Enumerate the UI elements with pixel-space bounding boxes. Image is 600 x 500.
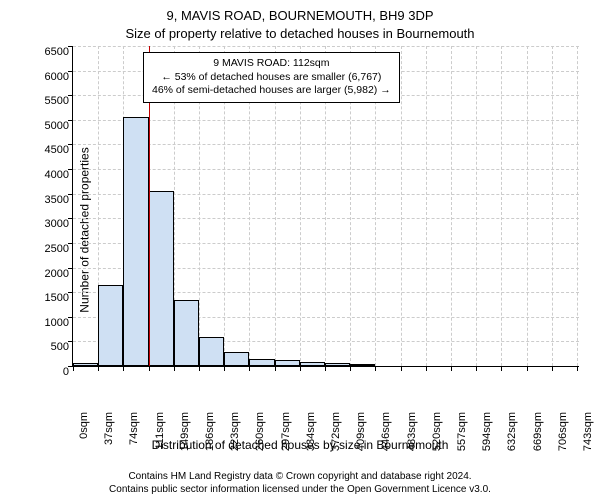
grid-line-v [426,46,427,366]
x-tick-mark [476,366,477,371]
chart-title-2: Size of property relative to detached ho… [0,26,600,41]
x-tick-mark [501,366,502,371]
x-tick-mark [199,366,200,371]
x-tick-label: 446sqm [380,412,392,462]
histogram-bar [73,363,98,366]
y-tick-label: 2500 [31,243,69,255]
y-tick-label: 2000 [31,268,69,280]
x-tick-label: 632sqm [506,412,518,462]
histogram-bar [224,352,249,366]
grid-line-v [577,46,578,366]
x-tick-label: 669sqm [532,412,544,462]
y-tick-label: 4500 [31,144,69,156]
footnote-line-2: Contains public sector information licen… [0,483,600,496]
grid-line-v [501,46,502,366]
y-tick-label: 500 [31,341,69,353]
x-tick-label: 706sqm [557,412,569,462]
annotation-line: ← 53% of detached houses are smaller (6,… [152,71,391,85]
x-tick-mark [73,366,74,371]
x-tick-mark [401,366,402,371]
x-tick-label: 186sqm [204,412,216,462]
chart-plot-area: 0500100015002000250030003500400045005000… [72,46,579,367]
x-tick-label: 594sqm [481,412,493,462]
chart-title-1: 9, MAVIS ROAD, BOURNEMOUTH, BH9 3DP [0,8,600,23]
y-tick-label: 5500 [31,95,69,107]
y-tick-label: 0 [31,366,69,378]
y-tick-label: 6500 [31,46,69,58]
annotation-line: 9 MAVIS ROAD: 112sqm [152,57,391,71]
x-tick-mark [249,366,250,371]
grid-line-v [552,46,553,366]
histogram-bar [199,337,224,366]
x-tick-label: 37sqm [103,412,115,462]
histogram-bar [123,117,148,366]
x-tick-mark [577,366,578,371]
histogram-bar [149,191,174,366]
x-tick-label: 297sqm [280,412,292,462]
x-tick-label: 111sqm [154,412,166,462]
x-tick-mark [275,366,276,371]
footnote-line-1: Contains HM Land Registry data © Crown c… [0,470,600,483]
x-tick-mark [375,366,376,371]
grid-line-v [527,46,528,366]
y-tick-label: 4000 [31,169,69,181]
x-tick-label: 0sqm [78,412,90,462]
grid-line-v [451,46,452,366]
x-tick-mark [350,366,351,371]
y-tick-label: 5000 [31,120,69,132]
x-tick-label: 149sqm [179,412,191,462]
histogram-bar [98,285,123,366]
histogram-bar [325,363,350,366]
histogram-bar [249,359,274,366]
x-tick-label: 483sqm [406,412,418,462]
x-tick-label: 409sqm [355,412,367,462]
x-tick-label: 74sqm [128,412,140,462]
x-tick-mark [426,366,427,371]
grid-line-v [476,46,477,366]
histogram-bar [300,362,325,366]
y-tick-label: 1500 [31,292,69,304]
grid-line-v [401,46,402,366]
footnote: Contains HM Land Registry data © Crown c… [0,470,600,496]
x-tick-label: 223sqm [229,412,241,462]
x-tick-label: 260sqm [254,412,266,462]
x-tick-mark [98,366,99,371]
x-tick-mark [174,366,175,371]
y-tick-label: 6000 [31,71,69,83]
x-tick-mark [149,366,150,371]
annotation-line: 46% of semi-detached houses are larger (… [152,84,391,98]
x-tick-label: 372sqm [330,412,342,462]
x-axis-label: Distribution of detached houses by size … [0,438,600,452]
histogram-bar [275,360,300,366]
x-tick-label: 557sqm [456,412,468,462]
y-tick-label: 1000 [31,317,69,329]
histogram-bar [174,300,199,366]
x-tick-mark [300,366,301,371]
x-tick-mark [123,366,124,371]
x-tick-mark [527,366,528,371]
annotation-box: 9 MAVIS ROAD: 112sqm← 53% of detached ho… [143,52,400,103]
histogram-bar [350,364,375,366]
y-tick-label: 3000 [31,218,69,230]
x-tick-mark [224,366,225,371]
x-tick-mark [552,366,553,371]
y-tick-label: 3500 [31,194,69,206]
x-tick-mark [325,366,326,371]
x-tick-mark [451,366,452,371]
x-tick-label: 520sqm [431,412,443,462]
x-tick-label: 743sqm [582,412,594,462]
x-tick-label: 334sqm [305,412,317,462]
